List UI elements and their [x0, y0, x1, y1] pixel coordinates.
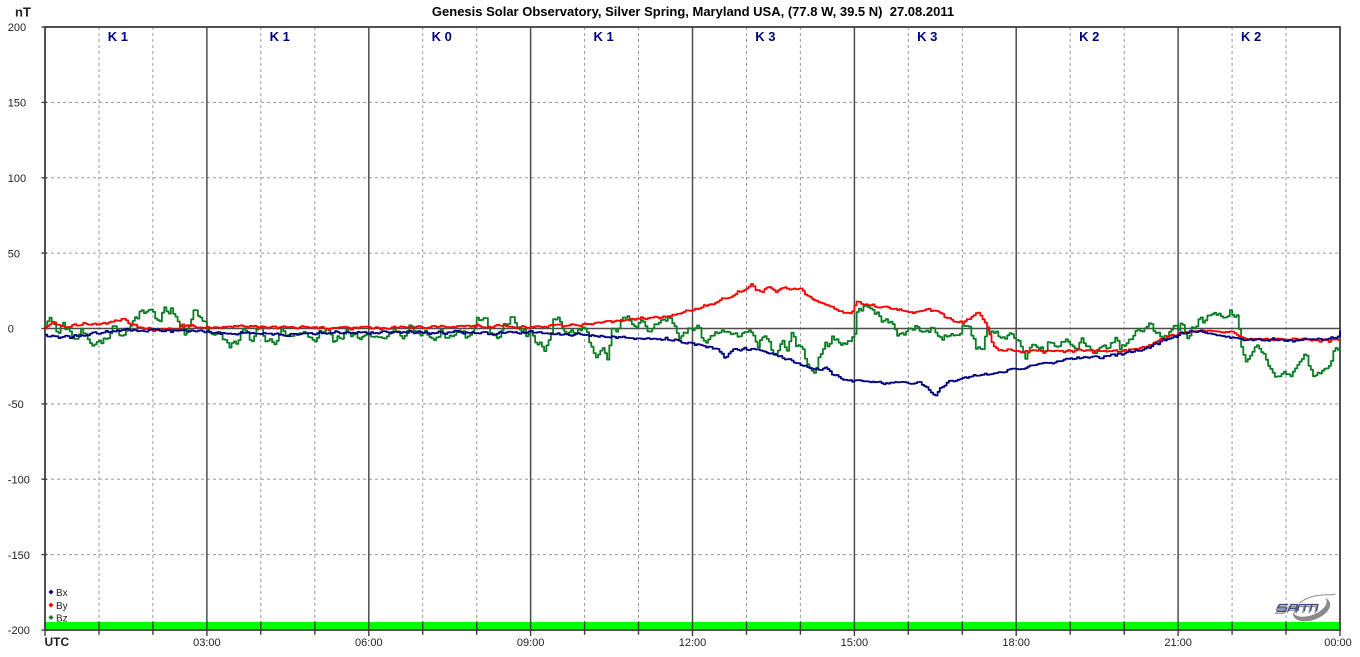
- svg-text:nT: nT: [15, 5, 31, 20]
- svg-text:K 0: K 0: [432, 29, 452, 44]
- svg-text:K 1: K 1: [593, 29, 613, 44]
- svg-text:18:00: 18:00: [1002, 637, 1030, 649]
- svg-text:100: 100: [8, 173, 26, 185]
- svg-text:03:00: 03:00: [193, 637, 221, 649]
- svg-text:06:00: 06:00: [355, 637, 383, 649]
- svg-text:0: 0: [8, 324, 14, 336]
- svg-text:K 1: K 1: [108, 29, 128, 44]
- svg-text:15:00: 15:00: [841, 637, 869, 649]
- svg-text:-100: -100: [8, 474, 30, 486]
- svg-text:21:00: 21:00: [1164, 637, 1192, 649]
- svg-text:00:00: 00:00: [1324, 637, 1352, 649]
- svg-text:-50: -50: [8, 399, 24, 411]
- svg-text:UTC: UTC: [45, 635, 70, 649]
- svg-text:K 3: K 3: [917, 29, 937, 44]
- svg-text:Genesis Solar Observatory, Sil: Genesis Solar Observatory, Silver Spring…: [432, 4, 954, 19]
- svg-text:50: 50: [8, 248, 20, 260]
- svg-text:Bz: Bz: [56, 613, 68, 624]
- svg-text:200: 200: [8, 22, 26, 34]
- svg-text:K 1: K 1: [270, 29, 290, 44]
- svg-text:12:00: 12:00: [679, 637, 707, 649]
- svg-text:-150: -150: [8, 550, 30, 562]
- svg-text:K 2: K 2: [1241, 29, 1261, 44]
- svg-text:By: By: [56, 601, 68, 612]
- svg-text:K 3: K 3: [755, 29, 775, 44]
- svg-text:09:00: 09:00: [517, 637, 545, 649]
- svg-text:Bx: Bx: [56, 588, 68, 599]
- svg-text:K 2: K 2: [1079, 29, 1099, 44]
- svg-text:-200: -200: [8, 625, 30, 637]
- svg-text:150: 150: [8, 98, 26, 110]
